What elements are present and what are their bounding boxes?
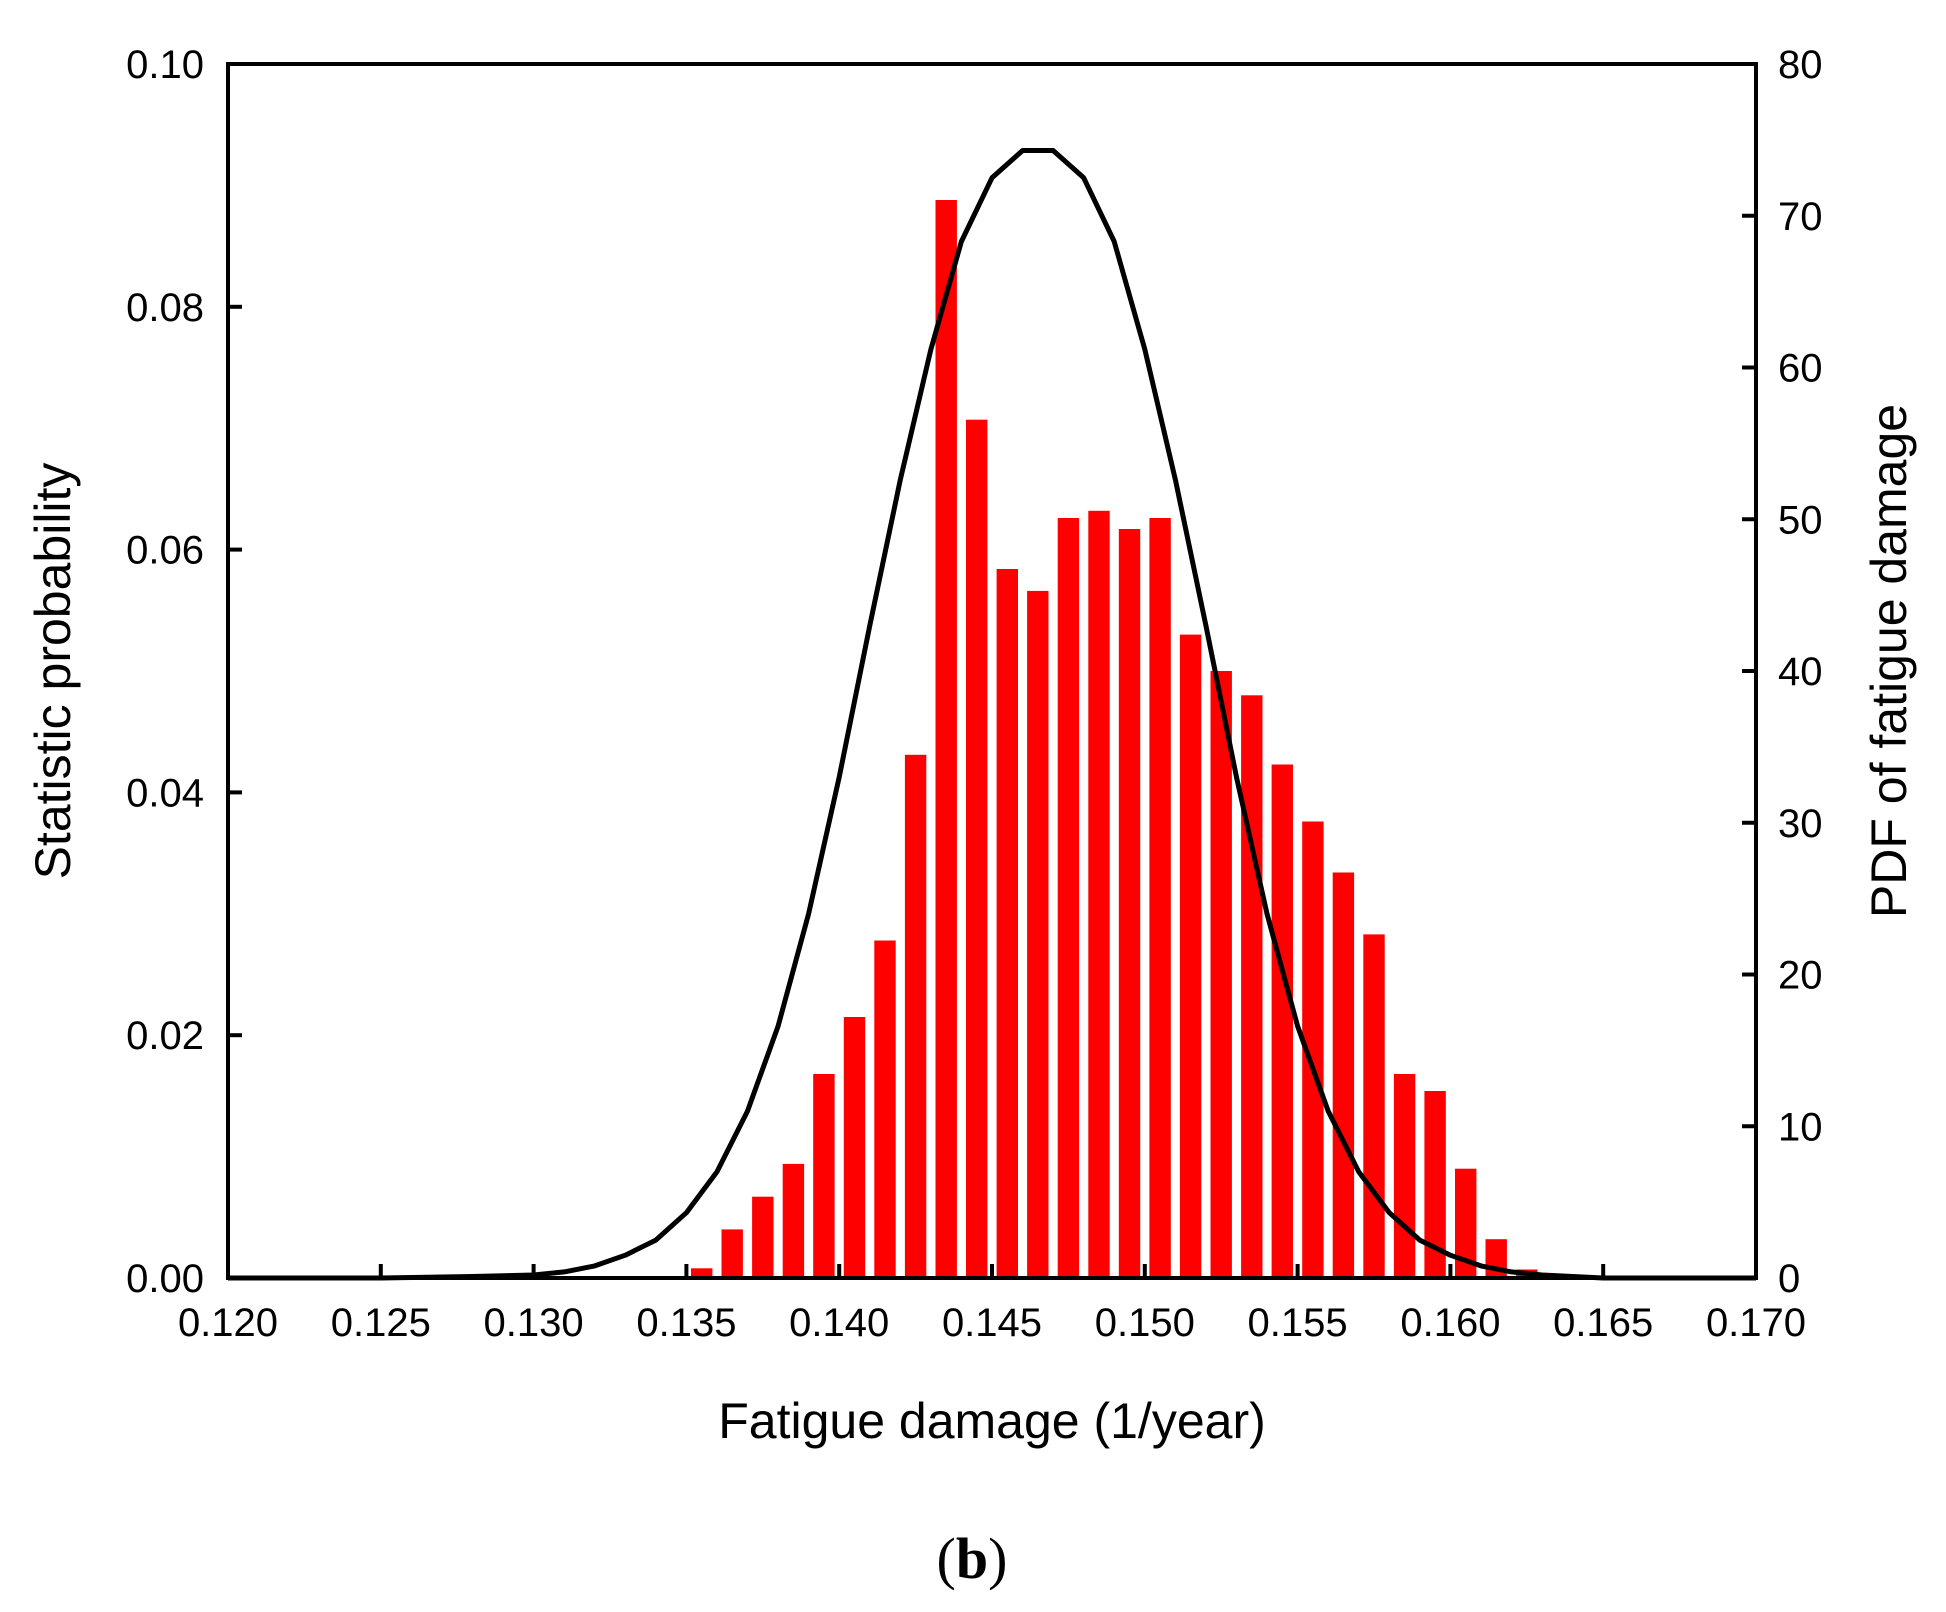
histogram-bar — [1118, 529, 1141, 1278]
y-tick-label: 0.00 — [126, 1257, 204, 1301]
y2-tick-label: 10 — [1778, 1105, 1823, 1149]
x-axis-title: Fatigue damage (1/year) — [718, 1393, 1266, 1449]
x-tick-label: 0.150 — [1095, 1301, 1195, 1345]
histogram-bar — [1363, 934, 1385, 1278]
pdf-curve — [228, 148, 1756, 1281]
histogram-bar — [1455, 1168, 1477, 1278]
y-tick-label: 0.06 — [126, 529, 204, 573]
histogram-bar — [935, 200, 957, 1278]
x-tick-label: 0.145 — [942, 1301, 1042, 1345]
histogram-bar — [1088, 510, 1110, 1278]
histogram-bar — [1302, 821, 1324, 1278]
histogram-bar — [782, 1163, 805, 1278]
histogram-bar — [721, 1229, 743, 1278]
panel-label: (b) — [937, 1526, 1008, 1591]
y2-tick-label: 30 — [1778, 802, 1823, 846]
x-tick-label: 0.135 — [636, 1301, 736, 1345]
y-tick-label: 0.10 — [126, 43, 204, 87]
x-tick-label: 0.140 — [789, 1301, 889, 1345]
histogram-bars — [691, 200, 1569, 1278]
histogram-bar — [904, 754, 927, 1278]
histogram-bar — [1179, 634, 1202, 1278]
histogram-bar — [1241, 695, 1263, 1278]
histogram-bar — [1424, 1091, 1446, 1278]
y2-tick-label: 50 — [1778, 498, 1823, 542]
histogram-bar — [1149, 518, 1171, 1278]
histogram-bar — [1027, 590, 1049, 1278]
histogram-bar — [1271, 764, 1293, 1278]
x-tick-label: 0.155 — [1248, 1301, 1348, 1345]
x-tick-label: 0.120 — [178, 1301, 278, 1345]
x-tick-label: 0.130 — [484, 1301, 584, 1345]
y-tick-label: 0.08 — [126, 286, 204, 330]
y2-tick-label: 0 — [1778, 1257, 1800, 1301]
x-tick-label: 0.170 — [1706, 1301, 1806, 1345]
y2-tick-label: 70 — [1778, 195, 1823, 239]
y-tick-label: 0.04 — [126, 771, 204, 815]
histogram-bar — [813, 1074, 835, 1278]
histogram-bar — [1393, 1074, 1416, 1278]
histogram-bar — [1057, 518, 1080, 1278]
x-tick-label: 0.125 — [331, 1301, 431, 1345]
y2-tick-label: 60 — [1778, 347, 1823, 391]
histogram-bar — [752, 1196, 774, 1278]
x-tick-label: 0.165 — [1553, 1301, 1653, 1345]
x-axis-ticks: 0.120 0.125 0.130 0.135 0.140 0.145 0.150 0.155… — [178, 1264, 1806, 1345]
histogram-bar — [691, 1268, 713, 1278]
y-axis-ticks: 0.00 0.02 0.04 0.06 0.08 0.10 — [126, 43, 242, 1301]
x-tick-label: 0.160 — [1400, 1301, 1500, 1345]
histogram-bar — [1210, 671, 1232, 1278]
y2-axis-title: PDF of fatigue damage — [1861, 404, 1917, 918]
histogram-bar — [843, 1017, 866, 1278]
histogram-bar — [966, 419, 988, 1278]
y2-tick-label: 20 — [1778, 954, 1823, 998]
y-tick-label: 0.02 — [126, 1014, 204, 1058]
y-axis-title: Statistic probability — [25, 463, 81, 880]
histogram-bar — [874, 940, 896, 1278]
histogram-bar — [996, 569, 1018, 1278]
plot-frame — [226, 62, 1758, 1280]
y2-tick-label: 80 — [1778, 43, 1823, 87]
y2-tick-label: 40 — [1778, 650, 1823, 694]
histogram-bar — [1332, 872, 1355, 1278]
y2-axis-ticks: 0 10 20 30 40 50 60 70 80 — [1742, 43, 1823, 1301]
